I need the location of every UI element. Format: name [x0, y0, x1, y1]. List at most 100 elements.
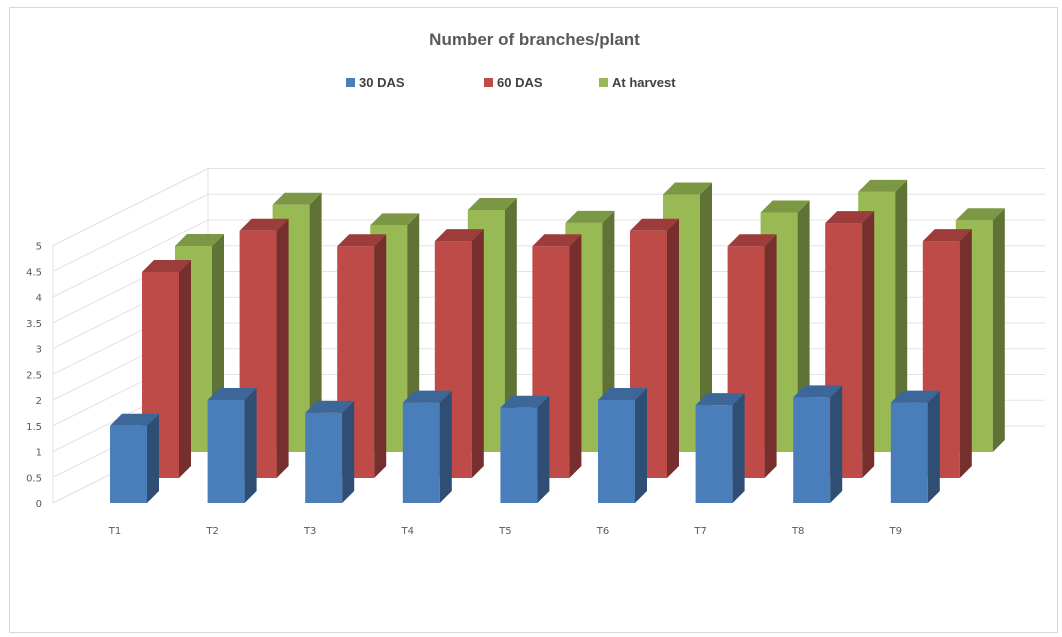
- bar-side-face: [700, 182, 712, 452]
- bar-60-das-t8: [825, 211, 875, 478]
- bar-side-face: [244, 388, 257, 503]
- bar-top-face: [142, 260, 191, 272]
- bar-60-das-t4: [434, 229, 484, 478]
- bar-top-face: [239, 218, 289, 231]
- gridline: [52, 193, 1045, 272]
- bar-front-face: [598, 400, 635, 503]
- bar-30-das-t5: [500, 395, 550, 503]
- bar-side-face: [992, 208, 1005, 452]
- bar-30-das-t9: [890, 390, 940, 503]
- bar-top-face: [467, 197, 517, 210]
- bar-side-face: [830, 385, 843, 503]
- legend-swatch-30-das: [346, 78, 355, 87]
- bar-side-face: [959, 229, 972, 478]
- y-tick-label: 1: [36, 448, 42, 459]
- x-tick-label: T3: [303, 526, 316, 537]
- bar-30-das-t4: [402, 390, 452, 503]
- bar-side-face: [862, 211, 875, 478]
- bar-60-das-t3: [337, 234, 387, 478]
- x-tick-label: T8: [791, 526, 804, 537]
- bar-front-face: [402, 402, 440, 503]
- bar-top-face: [402, 390, 452, 403]
- bar-side-face: [147, 413, 159, 503]
- bar-30-das-t3: [305, 400, 355, 503]
- bar-front-face: [500, 407, 538, 503]
- bar-top-face: [793, 385, 843, 398]
- y-tick-label: 2: [36, 396, 42, 407]
- bar-front-face: [793, 397, 831, 503]
- bar-top-face: [955, 208, 1005, 221]
- bar-top-face: [858, 179, 908, 192]
- bar-side-face: [537, 395, 550, 503]
- bar-30-das-t2: [207, 388, 257, 503]
- x-tick-label: T6: [596, 526, 609, 537]
- bar-side-face: [895, 179, 908, 453]
- bar-top-face: [890, 390, 940, 403]
- bar-top-face: [175, 234, 224, 246]
- x-tick-label: T2: [205, 526, 218, 537]
- legend-label-30-das: 30 DAS: [359, 75, 405, 90]
- plot-area: 0 0.5 1 1.5 2 2.5 3 3.5 4 4.5 5 T1 T2 T3 T4 T5 T6 T7 T8 T9: [26, 167, 1045, 537]
- bar-front-face: [695, 405, 733, 503]
- bar-top-face: [695, 393, 745, 406]
- bar-top-face: [110, 413, 159, 426]
- y-tick-label: 1.5: [26, 422, 42, 433]
- gridline: [52, 168, 1045, 246]
- legend-swatch-60-das: [484, 78, 493, 87]
- x-tick-label: T9: [889, 526, 902, 537]
- chart-title: Number of branches/plant: [429, 30, 640, 49]
- x-tick-label: T5: [498, 526, 511, 537]
- bar-top-face: [630, 218, 679, 231]
- legend-swatch-at-harvest: [599, 78, 608, 87]
- bar-top-face: [922, 229, 972, 242]
- bar-top-face: [272, 192, 322, 205]
- y-tick-label: 4: [36, 293, 42, 304]
- bar-60-das-t7: [727, 234, 777, 478]
- y-tick-label: 0.5: [26, 473, 42, 484]
- bar-top-face: [598, 388, 647, 400]
- bar-top-face: [370, 213, 420, 226]
- bar-front-face: [890, 402, 928, 503]
- y-tick-label: 0: [36, 499, 42, 510]
- bar-top-face: [500, 395, 550, 408]
- y-tick-label: 3.5: [26, 319, 42, 330]
- bar-side-face: [732, 393, 745, 503]
- bar-top-face: [663, 182, 712, 195]
- bar-side-face: [635, 388, 647, 503]
- bar-top-face: [825, 211, 875, 224]
- bar-side-face: [667, 218, 679, 479]
- bar-side-face: [276, 218, 289, 479]
- y-tick-label: 2.5: [26, 370, 42, 381]
- bar-side-face: [927, 390, 940, 503]
- chart-area: Number of branches/plant 30 DAS 60 DAS A…: [9, 7, 1058, 633]
- bar-side-face: [309, 192, 322, 453]
- bar-30-das-t7: [695, 393, 745, 503]
- bar-top-face: [305, 400, 355, 413]
- bar-side-face: [439, 390, 452, 503]
- bar-side-face: [764, 234, 777, 478]
- legend-label-60-das: 60 DAS: [497, 75, 543, 90]
- bar-side-face: [374, 234, 387, 478]
- bar-side-face: [179, 260, 191, 478]
- bar-top-face: [565, 210, 615, 223]
- bar-60-das-t1: [142, 260, 191, 478]
- bar-front-face: [207, 400, 245, 503]
- y-tick-label: 5: [36, 242, 42, 253]
- y-tick-label: 3: [36, 345, 42, 356]
- bar-side-face: [471, 229, 484, 478]
- bar-top-face: [337, 234, 387, 247]
- bar-top-face: [727, 234, 777, 247]
- x-tick-label: T7: [693, 526, 706, 537]
- x-tick-label: T4: [401, 526, 414, 537]
- legend-item-30-das: 30 DAS: [346, 75, 405, 90]
- bar-front-face: [110, 425, 147, 503]
- bar-top-face: [760, 200, 810, 213]
- legend-item-60-das: 60 DAS: [484, 75, 543, 90]
- bar-top-face: [434, 229, 484, 242]
- bar-30-das-t6: [598, 388, 647, 503]
- legend-label-at-harvest: At harvest: [612, 75, 676, 90]
- x-tick-label: T1: [108, 526, 121, 537]
- bar-top-face: [207, 388, 257, 400]
- bar-side-face: [504, 197, 517, 452]
- bar-top-face: [532, 234, 582, 247]
